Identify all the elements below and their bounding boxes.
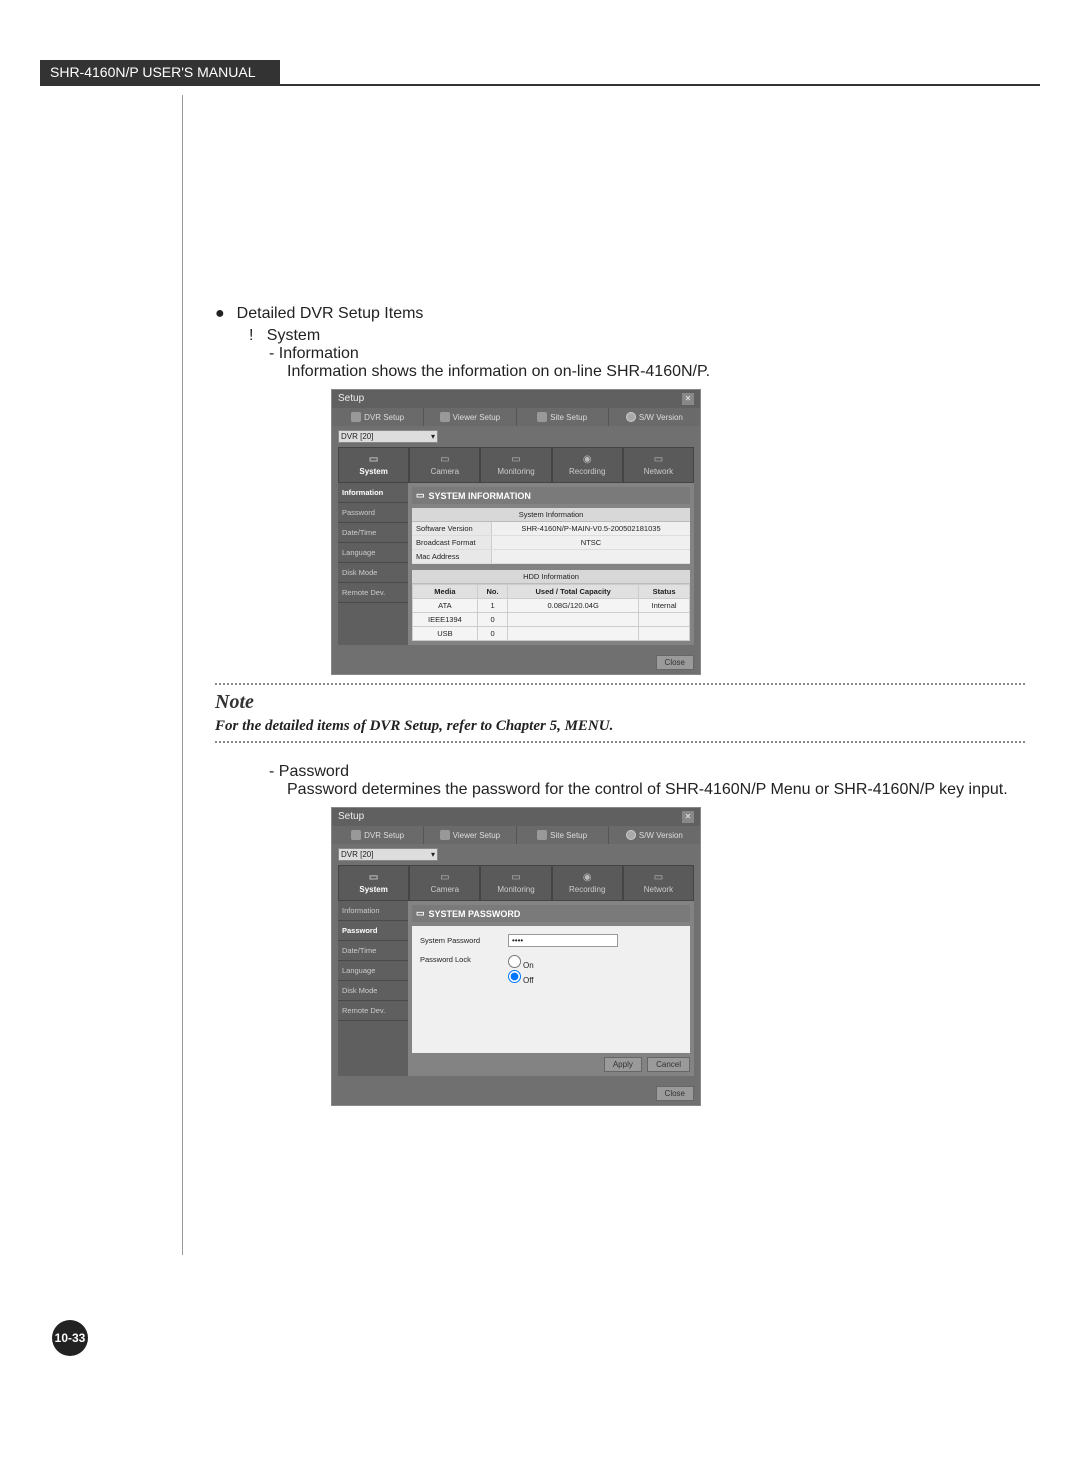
info-label: Information <box>279 345 359 362</box>
syspw-label: System Password <box>420 936 500 945</box>
apply-button[interactable]: Apply <box>604 1057 642 1072</box>
tab-site-setup[interactable]: Site Setup <box>517 408 609 426</box>
monitoring-icon: ▭ <box>481 454 550 465</box>
radio-on[interactable]: On <box>508 961 534 970</box>
side-diskmode[interactable]: Disk Mode <box>338 981 408 1001</box>
side-remotedev[interactable]: Remote Dev. <box>338 1001 408 1021</box>
pwlock-label: Password Lock <box>420 955 500 964</box>
content-area: ● Detailed DVR Setup Items ! System - In… <box>215 305 1025 1114</box>
side-language[interactable]: Language <box>338 961 408 981</box>
row-broadcast-format: Broadcast FormatNTSC <box>412 536 690 550</box>
note-body: For the detailed items of DVR Setup, ref… <box>215 718 1025 735</box>
screenshot-system-password: Setup ✕ DVR Setup Viewer Setup Site Setu… <box>331 807 701 1106</box>
side-password[interactable]: Password <box>338 921 408 941</box>
bullet-icon: ● <box>215 305 225 323</box>
panel-icon: ▭ <box>416 908 425 919</box>
tab-dvr-setup[interactable]: DVR Setup <box>332 826 424 844</box>
close-button[interactable]: Close <box>656 655 694 670</box>
cat-system[interactable]: ▭System <box>338 447 409 483</box>
password-desc: Password determines the password for the… <box>287 781 1025 799</box>
cat-monitoring[interactable]: ▭Monitoring <box>480 447 551 483</box>
cancel-button[interactable]: Cancel <box>647 1057 690 1072</box>
chevron-down-icon: ▾ <box>431 432 435 441</box>
network-icon: ▭ <box>624 872 693 883</box>
close-icon[interactable]: ✕ <box>682 393 694 405</box>
page-number: 10-33 <box>52 1320 88 1356</box>
tab-sw-version[interactable]: S/W Version <box>609 408 700 426</box>
monitoring-icon: ▭ <box>481 872 550 883</box>
row-software-version: Software VersionSHR-4160N/P-MAIN-V0.5-20… <box>412 522 690 536</box>
cat-recording[interactable]: ◉Recording <box>552 447 623 483</box>
dvr-select[interactable]: DVR [20]▾ <box>338 848 438 861</box>
syspw-input[interactable]: •••• <box>508 934 618 947</box>
camera-icon: ▭ <box>410 872 479 883</box>
cat-camera[interactable]: ▭Camera <box>409 447 480 483</box>
info-desc: Information shows the information on on-… <box>287 363 1025 381</box>
recording-icon: ◉ <box>553 454 622 465</box>
side-password[interactable]: Password <box>338 503 408 523</box>
note-title: Note <box>215 691 1025 714</box>
close-icon[interactable]: ✕ <box>682 811 694 823</box>
system-icon: ▭ <box>339 872 408 883</box>
password-label: Password <box>279 763 349 780</box>
manual-header: SHR-4160N/P USER'S MANUAL <box>40 60 280 84</box>
side-datetime[interactable]: Date/Time <box>338 941 408 961</box>
panel-title: SYSTEM PASSWORD <box>429 909 521 919</box>
cat-recording[interactable]: ◉Recording <box>552 865 623 901</box>
header-rule <box>40 84 1040 86</box>
tab-viewer-setup[interactable]: Viewer Setup <box>424 826 516 844</box>
chevron-down-icon: ▾ <box>431 850 435 859</box>
setup-window-title: Setup <box>338 393 364 405</box>
dotted-rule <box>215 741 1025 743</box>
close-button[interactable]: Close <box>656 1086 694 1101</box>
hdd-row-ata: ATA10.08G/120.04GInternal <box>413 599 690 613</box>
sysinfo-header: System Information <box>412 508 690 522</box>
side-language[interactable]: Language <box>338 543 408 563</box>
side-datetime[interactable]: Date/Time <box>338 523 408 543</box>
cat-camera[interactable]: ▭Camera <box>409 865 480 901</box>
panel-title: SYSTEM INFORMATION <box>429 491 531 501</box>
side-information[interactable]: Information <box>338 483 408 503</box>
system-label: System <box>267 327 320 344</box>
panel-icon: ▭ <box>416 490 425 501</box>
hdd-row-usb: USB0 <box>413 627 690 641</box>
camera-icon: ▭ <box>410 454 479 465</box>
cat-system[interactable]: ▭System <box>338 865 409 901</box>
screenshot-system-information: Setup ✕ DVR Setup Viewer Setup Site Setu… <box>331 389 701 675</box>
exclaim-icon: ! <box>249 327 262 344</box>
cat-network[interactable]: ▭Network <box>623 447 694 483</box>
dotted-rule <box>215 683 1025 685</box>
row-mac-address: Mac Address <box>412 550 690 564</box>
radio-off[interactable]: Off <box>508 976 534 985</box>
vertical-rule <box>182 95 183 1255</box>
hdd-table: Media No. Used / Total Capacity Status A… <box>412 584 690 641</box>
side-remotedev[interactable]: Remote Dev. <box>338 583 408 603</box>
cat-monitoring[interactable]: ▭Monitoring <box>480 865 551 901</box>
hddinfo-header: HDD Information <box>412 570 690 584</box>
side-diskmode[interactable]: Disk Mode <box>338 563 408 583</box>
cat-network[interactable]: ▭Network <box>623 865 694 901</box>
dash-icon: - <box>269 345 279 362</box>
tab-site-setup[interactable]: Site Setup <box>517 826 609 844</box>
dvr-select[interactable]: DVR [20]▾ <box>338 430 438 443</box>
setup-window-title: Setup <box>338 811 364 823</box>
system-icon: ▭ <box>339 454 408 465</box>
dash-icon: - <box>269 763 279 780</box>
side-information[interactable]: Information <box>338 901 408 921</box>
hdd-row-ieee1394: IEEE13940 <box>413 613 690 627</box>
section-title: Detailed DVR Setup Items <box>237 305 424 323</box>
tab-dvr-setup[interactable]: DVR Setup <box>332 408 424 426</box>
network-icon: ▭ <box>624 454 693 465</box>
tab-sw-version[interactable]: S/W Version <box>609 826 700 844</box>
tab-viewer-setup[interactable]: Viewer Setup <box>424 408 516 426</box>
recording-icon: ◉ <box>553 872 622 883</box>
